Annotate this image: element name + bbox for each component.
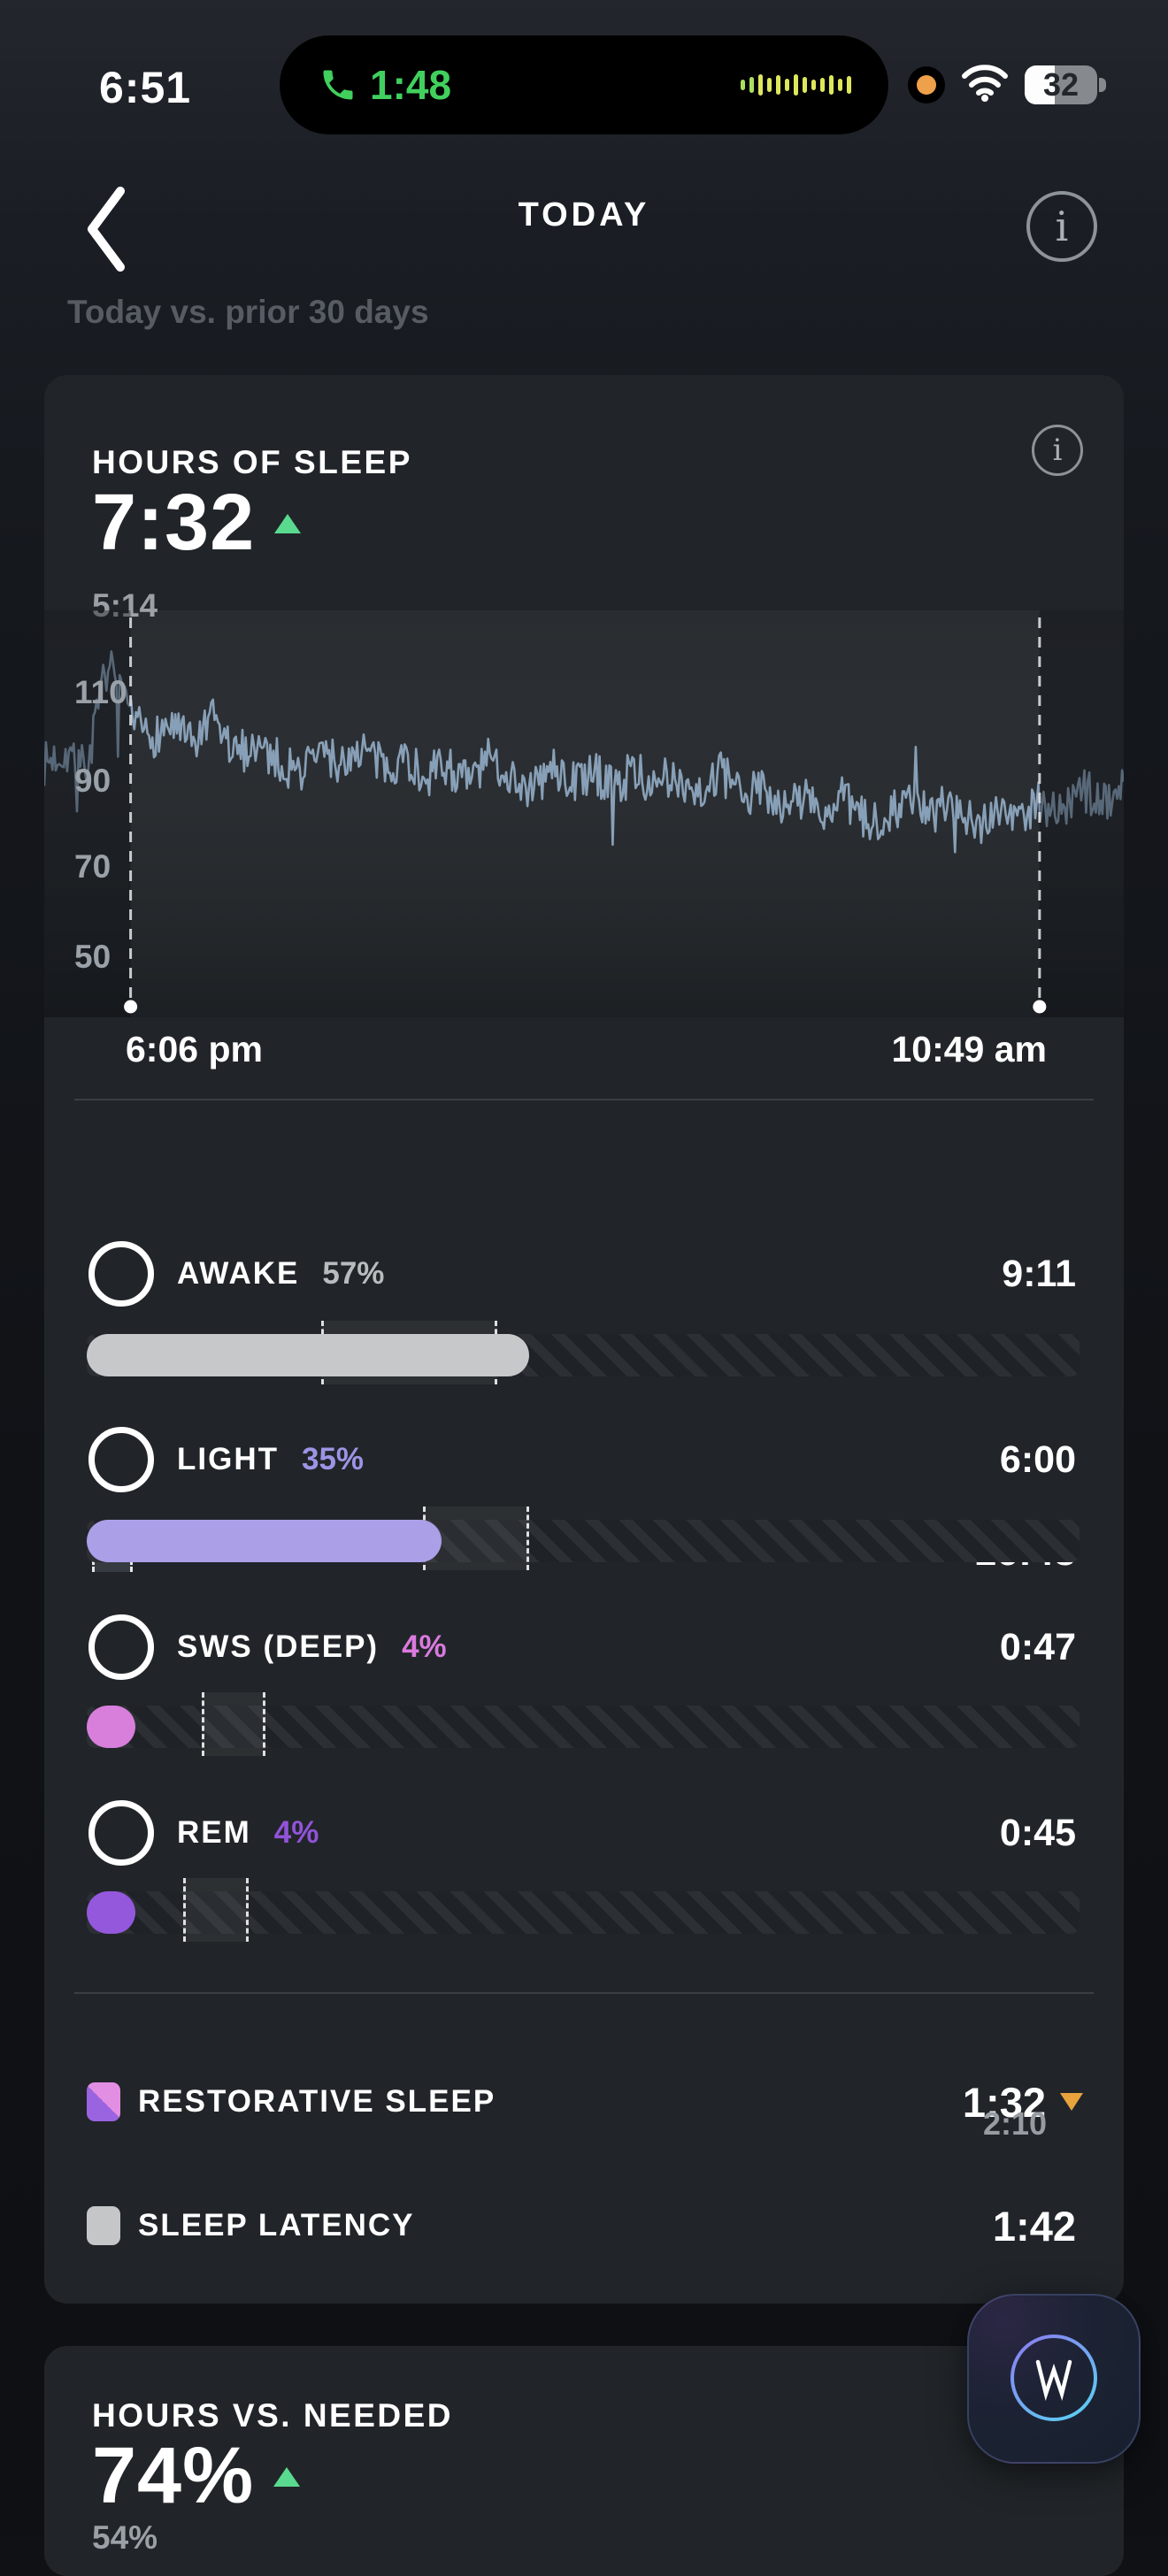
hours-of-sleep-card: HOURS OF SLEEP i 7:32 5:14 110 90 70 50 … xyxy=(42,375,1126,2304)
stage-name: SWS (DEEP) xyxy=(177,1629,380,1664)
sleep-end-time: 10:49 am xyxy=(891,1029,1047,1070)
stage-fill xyxy=(87,1520,442,1562)
needed-card-title: HOURS VS. NEEDED xyxy=(92,2397,454,2434)
call-duration: 1:48 xyxy=(370,62,452,108)
stage-radio-light[interactable] xyxy=(88,1427,154,1492)
typical-range-band xyxy=(182,1878,249,1942)
restorative-sleep-row[interactable]: RESTORATIVE SLEEP 1:32 xyxy=(87,2061,1083,2143)
stage-radio-sws[interactable] xyxy=(88,1614,154,1680)
ytick-70: 70 xyxy=(74,848,111,885)
sleep-latency-row[interactable]: SLEEP LATENCY 1:42 xyxy=(87,2185,1083,2266)
ytick-90: 90 xyxy=(74,763,111,799)
stage-row-light[interactable]: LIGHT 35% 6:00 xyxy=(88,1426,1076,1493)
sleep-hours-value: 7:32 xyxy=(92,479,256,567)
stage-bar-awake xyxy=(87,1321,1080,1384)
status-clock: 6:51 xyxy=(99,63,192,112)
stage-fill xyxy=(87,1891,135,1934)
comparison-subtitle: Today vs. prior 30 days xyxy=(67,294,429,330)
heart-rate-chart[interactable]: 110 90 70 50 xyxy=(42,610,1126,1026)
stage-name: LIGHT xyxy=(177,1442,279,1476)
call-waveform-icon xyxy=(741,74,851,96)
needed-value-row: 74% xyxy=(92,2431,301,2522)
divider xyxy=(74,1099,1094,1100)
wifi-icon xyxy=(962,65,1008,102)
stage-bar-rem xyxy=(87,1878,1080,1942)
typical-range-band xyxy=(202,1692,265,1756)
stage-percent: 4% xyxy=(402,1629,447,1664)
back-button[interactable] xyxy=(74,180,145,278)
trend-down-icon xyxy=(1060,2093,1083,2111)
header-info-button[interactable]: i xyxy=(1026,191,1097,262)
trend-up-icon xyxy=(274,513,302,533)
summary-label: SLEEP LATENCY xyxy=(138,2208,415,2242)
stage-bar-light xyxy=(87,1506,1080,1570)
restorative-baseline: 2:10 xyxy=(982,2105,1047,2142)
stage-radio-awake[interactable] xyxy=(88,1241,154,1307)
ytick-110: 110 xyxy=(74,674,127,710)
battery-percent: 32 xyxy=(1042,66,1080,103)
stage-duration: 9:11 xyxy=(1002,1252,1076,1295)
stage-duration: 0:45 xyxy=(999,1811,1076,1854)
sleep-start-time: 6:06 pm xyxy=(126,1029,263,1070)
needed-percent-value: 74% xyxy=(92,2432,255,2520)
whoop-logo-icon xyxy=(1010,2334,1097,2421)
mic-indicator-icon xyxy=(908,66,945,104)
needed-baseline-value: 54% xyxy=(92,2519,158,2556)
stage-duration: 6:00 xyxy=(999,1438,1076,1481)
stage-bar-sws xyxy=(87,1692,1080,1756)
stage-row-awake[interactable]: AWAKE 57% 9:11 xyxy=(88,1240,1076,1307)
sleep-value-row: 7:32 xyxy=(92,478,302,569)
battery-nub xyxy=(1099,78,1106,92)
latency-value: 1:42 xyxy=(992,2202,1076,2250)
dynamic-island-call-pill[interactable]: 1:48 xyxy=(280,35,888,134)
stage-row-rem[interactable]: REM 4% 0:45 xyxy=(88,1799,1076,1867)
latency-swatch-icon xyxy=(87,2206,120,2245)
sleep-card-title: HOURS OF SLEEP xyxy=(92,444,412,480)
stage-row-sws[interactable]: SWS (DEEP) 4% 0:47 xyxy=(88,1614,1076,1681)
stage-fill xyxy=(87,1334,530,1376)
whoop-coach-button[interactable] xyxy=(967,2294,1141,2464)
divider xyxy=(74,1992,1094,1994)
stage-percent: 57% xyxy=(322,1256,385,1291)
stage-radio-rem[interactable] xyxy=(88,1800,154,1866)
hours-vs-needed-card: HOURS VS. NEEDED 74% 54% xyxy=(44,2346,1124,2576)
phone-call-icon xyxy=(323,70,353,100)
restorative-swatch-icon xyxy=(87,2082,120,2121)
stage-name: REM xyxy=(177,1815,251,1850)
trend-up-icon xyxy=(273,2466,301,2487)
status-bar: 6:51 1:48 32 xyxy=(0,0,1168,142)
stage-fill xyxy=(87,1706,135,1748)
stage-name: AWAKE xyxy=(177,1256,300,1291)
stage-percent: 4% xyxy=(273,1815,319,1850)
battery-icon: 32 xyxy=(1025,65,1097,104)
summary-label: RESTORATIVE SLEEP xyxy=(138,2084,496,2119)
stage-duration: 0:47 xyxy=(999,1625,1076,1668)
ytick-50: 50 xyxy=(74,939,111,975)
stage-percent: 35% xyxy=(301,1442,365,1476)
restorative-value: 1:32 xyxy=(962,2078,1046,2126)
page-title: TODAY xyxy=(518,196,650,234)
sleep-card-info-button[interactable]: i xyxy=(1032,425,1083,476)
